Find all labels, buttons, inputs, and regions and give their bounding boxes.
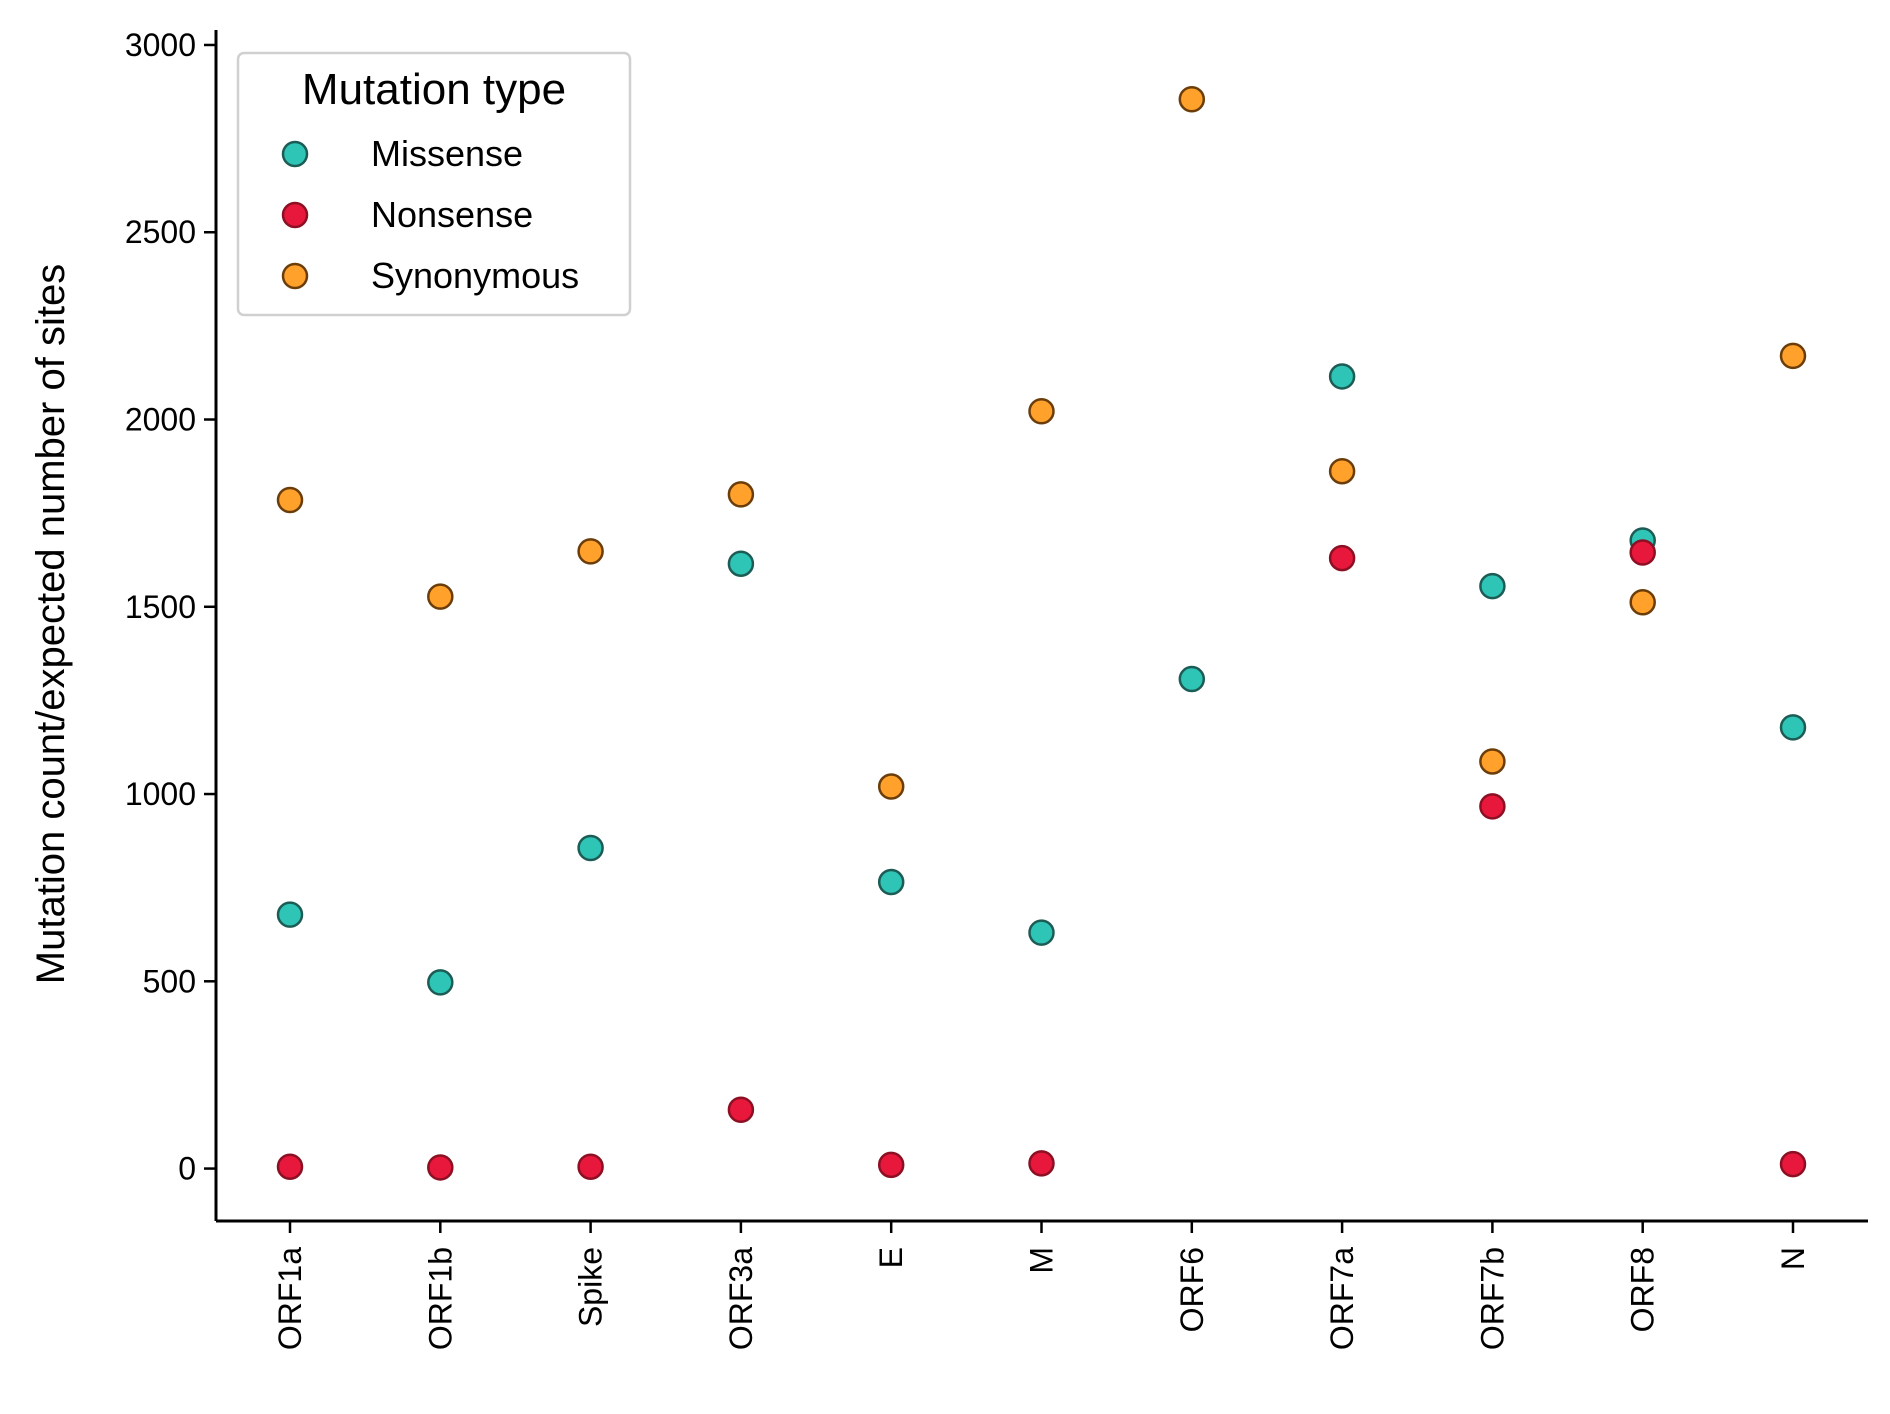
point-nonsense-spike xyxy=(577,1153,604,1180)
data-points xyxy=(276,86,1807,1181)
legend-frame xyxy=(236,51,632,317)
y-tick-label: 2000 xyxy=(125,402,196,438)
point-nonsense-orf8 xyxy=(1629,539,1656,566)
point-synonymous-orf3a xyxy=(727,481,755,508)
point-nonsense-orf1a xyxy=(276,1153,304,1180)
x-tick-label: Spike xyxy=(573,1247,609,1327)
legend-marker-nonsense xyxy=(281,201,309,229)
point-missense-orf6 xyxy=(1178,665,1206,693)
point-missense-orf1b xyxy=(427,969,454,996)
point-missense-spike xyxy=(577,834,604,862)
x-tick-label: E xyxy=(873,1247,909,1268)
legend-title: Mutation type xyxy=(302,65,566,114)
x-tick-label: N xyxy=(1775,1247,1811,1270)
axes: 0 500 1000 1500 2000 2500 3000 ORF1a ORF1b Spike O… xyxy=(125,27,1868,1350)
point-synonymous-orf8 xyxy=(1629,589,1656,616)
point-missense-e xyxy=(877,868,905,896)
x-tick-label: ORF6 xyxy=(1174,1247,1210,1332)
y-tick-label: 3000 xyxy=(125,27,196,63)
point-nonsense-orf3a xyxy=(727,1096,755,1124)
x-tick-label: ORF3a xyxy=(723,1247,759,1350)
point-synonymous-e xyxy=(877,773,905,800)
legend-marker-synonymous xyxy=(281,262,309,290)
point-synonymous-orf7a xyxy=(1328,457,1356,485)
point-synonymous-n xyxy=(1779,342,1807,370)
y-tick-label: 0 xyxy=(178,1151,196,1187)
y-tick-label: 1500 xyxy=(125,589,196,625)
x-tick-label: ORF1b xyxy=(422,1247,458,1350)
point-missense-orf1a xyxy=(276,901,304,928)
point-synonymous-spike xyxy=(577,538,604,565)
point-missense-orf7b xyxy=(1479,572,1506,600)
x-tick-label: ORF7b xyxy=(1474,1247,1510,1350)
x-tick-label: M xyxy=(1024,1247,1060,1274)
point-missense-orf3a xyxy=(727,550,755,577)
point-nonsense-orf7a xyxy=(1328,544,1356,572)
legend-marker-missense xyxy=(281,140,309,168)
point-nonsense-orf1b xyxy=(427,1154,454,1181)
legend-label-synonymous: Synonymous xyxy=(371,255,579,296)
point-nonsense-n xyxy=(1779,1150,1807,1178)
point-synonymous-orf7b xyxy=(1479,748,1506,775)
legend: Mutation type Missense Nonsense Synonymous xyxy=(236,51,632,317)
point-nonsense-m xyxy=(1028,1150,1055,1177)
y-tick-label: 1000 xyxy=(125,776,196,812)
legend-label-nonsense: Nonsense xyxy=(371,194,533,235)
y-axis-label: Mutation count/expected number of sites xyxy=(29,264,73,984)
x-tick-label: ORF1a xyxy=(272,1247,308,1350)
point-synonymous-orf6 xyxy=(1178,86,1206,113)
point-synonymous-orf1a xyxy=(276,486,304,514)
legend-label-missense: Missense xyxy=(371,133,523,174)
y-tick-label: 500 xyxy=(143,963,196,999)
point-missense-n xyxy=(1779,714,1807,741)
point-synonymous-orf1b xyxy=(427,583,454,610)
point-synonymous-m xyxy=(1028,398,1055,425)
point-missense-m xyxy=(1028,919,1055,946)
point-nonsense-orf7b xyxy=(1479,793,1506,820)
y-tick-label: 2500 xyxy=(125,214,196,250)
point-nonsense-e xyxy=(877,1151,905,1179)
x-tick-label: ORF7a xyxy=(1324,1247,1360,1350)
x-tick-label: ORF8 xyxy=(1625,1247,1661,1332)
point-missense-orf7a xyxy=(1328,363,1356,390)
